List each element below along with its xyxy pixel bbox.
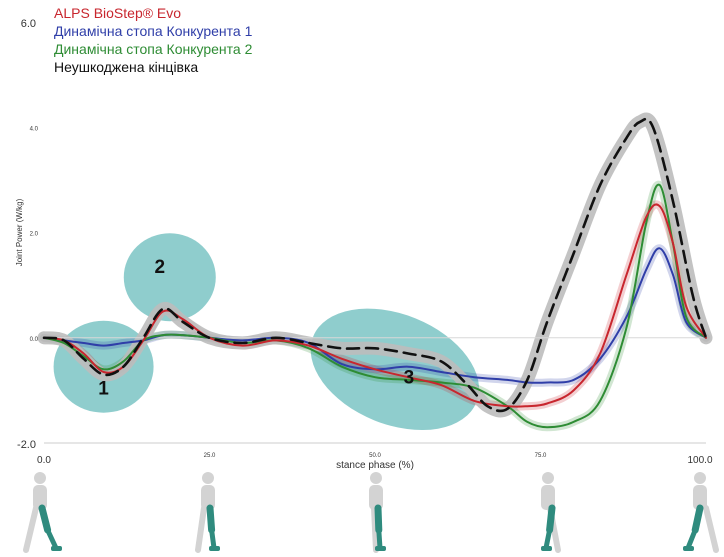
legend-entry-intact-limb: Неушкоджена кінцівка — [54, 59, 199, 75]
figure-leg — [195, 505, 207, 553]
figure-leg — [371, 505, 379, 553]
legend-entry-competitor-2: Динамічна стопа Конкурента 2 — [54, 41, 253, 57]
walking-figure-3 — [369, 472, 386, 553]
prosthetic-shank — [543, 527, 553, 551]
x-tick-label: 50.0 — [369, 453, 381, 459]
prosthetic-foot — [683, 546, 694, 551]
walking-figures — [23, 472, 719, 553]
series-lines — [42, 117, 708, 429]
y-tick-label: 6.0 — [21, 18, 36, 30]
series-line-0 — [43, 203, 707, 408]
series-line-3 — [42, 117, 708, 413]
y-tick-label: 4.0 — [30, 126, 39, 132]
prosthetic-foot — [541, 546, 552, 551]
annotation-region-2 — [123, 233, 216, 322]
legend-entry-alps: ALPS BioStep® Evo — [54, 5, 182, 21]
walking-figure-1 — [23, 472, 62, 553]
walking-figure-4 — [541, 472, 561, 553]
figure-head — [34, 472, 46, 484]
annotation-region-1 — [53, 320, 154, 413]
x-tick-label: 75.0 — [535, 453, 547, 459]
annotation-regions — [53, 233, 480, 431]
prosthetic-shank — [685, 527, 698, 551]
annotation-labels: 1 2 3 — [98, 257, 414, 399]
figure-torso — [33, 485, 47, 510]
prosthetic-thigh — [206, 504, 216, 534]
annotation-label-1: 1 — [98, 379, 109, 400]
prosthetic-foot — [51, 546, 62, 551]
prosthetic-shank — [376, 527, 383, 551]
walking-figure-2 — [195, 472, 220, 553]
legend-entry-competitor-1: Динамічна стопа Конкурента 1 — [54, 23, 253, 39]
prosthetic-shank — [45, 527, 59, 551]
y-axis-label: Joint Power (W/kg) — [15, 198, 24, 266]
prosthetic-thigh — [691, 504, 704, 534]
y-tick-label: 2.0 — [30, 232, 39, 238]
figure-torso — [541, 485, 555, 510]
x-tick-label: 25.0 — [204, 453, 216, 459]
annotation-label-3: 3 — [404, 367, 415, 388]
prosthetic-thigh — [38, 504, 52, 534]
x-axis-label: stance phase (%) — [336, 460, 414, 471]
figure-torso — [201, 485, 215, 510]
annotation-region-3 — [310, 308, 480, 431]
prosthetic-thigh — [374, 504, 383, 534]
legend: ALPS BioStep® Evo Динамічна стопа Конкур… — [54, 4, 252, 76]
figure-head — [202, 472, 214, 484]
figure-head — [694, 472, 706, 484]
y-tick-label: -2.0 — [17, 439, 36, 451]
prosthetic-foot — [375, 546, 386, 551]
y-tick-label: 0.0 — [30, 337, 39, 343]
figure-head — [542, 472, 554, 484]
x-tick-label: 0.0 — [37, 455, 51, 466]
prosthetic-foot — [209, 546, 220, 551]
series-line-1 — [43, 247, 707, 384]
axes: 6.04.02.00.0-2.00.0 25.0 50.0 75.0 100.0stan… — [15, 18, 713, 471]
annotation-label-2: 2 — [154, 257, 165, 278]
figure-leg — [703, 505, 719, 553]
figure-head — [370, 472, 382, 484]
walking-figure-5 — [683, 472, 719, 553]
prosthetic-shank — [209, 527, 217, 551]
prosthetic-thigh — [546, 504, 556, 534]
figure-torso — [369, 485, 383, 510]
x-tick-label: 100.0 — [687, 455, 712, 466]
figure-torso — [693, 485, 707, 510]
figure-leg — [23, 505, 39, 553]
